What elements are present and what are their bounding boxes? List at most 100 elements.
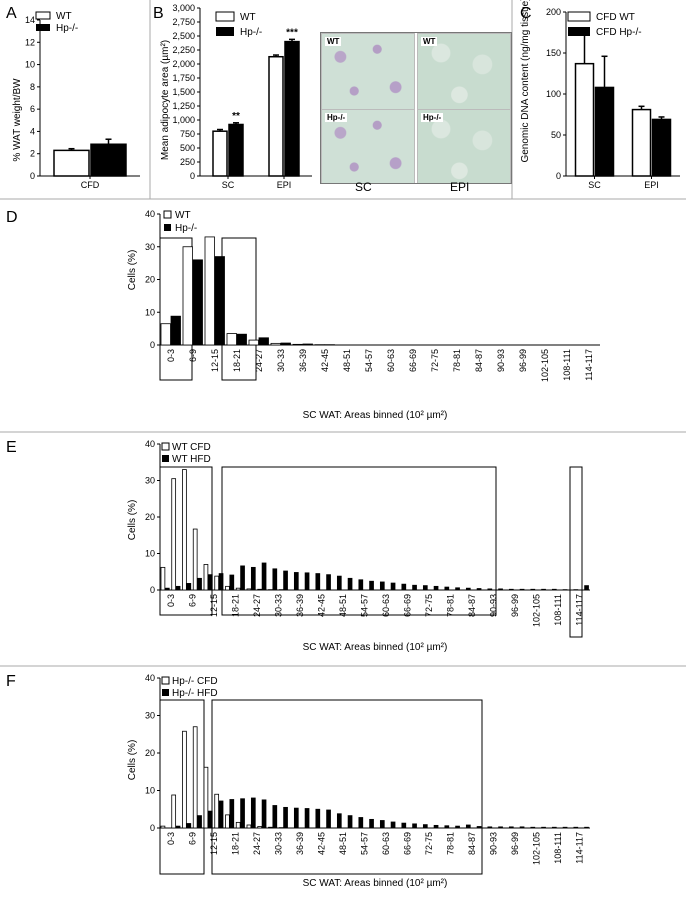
panel-d-xlabel: SC WAT: Areas binned (10² µm²) — [303, 410, 448, 421]
x-tick-label: 0-3 — [166, 349, 176, 362]
significance-marker: *** — [286, 27, 298, 38]
bar — [336, 813, 342, 829]
bar — [498, 826, 503, 829]
bar — [175, 825, 181, 829]
bar — [246, 824, 252, 829]
legend-swatch-hp — [164, 224, 171, 231]
bar — [326, 809, 331, 829]
x-tick-label: 42-45 — [320, 349, 330, 372]
bar — [236, 333, 247, 346]
bar — [651, 118, 672, 177]
y-tick-label: 40 — [145, 673, 155, 683]
y-tick-label: 3,000 — [172, 3, 195, 13]
x-tick-label: 0-3 — [166, 594, 176, 607]
bar — [412, 584, 417, 591]
bar — [508, 826, 514, 829]
bar — [574, 62, 595, 177]
x-tick-label: 72-75 — [424, 832, 434, 855]
legend-label-wt-hfd: WT HFD — [172, 454, 211, 465]
y-tick-label: 8 — [30, 82, 35, 92]
y-tick-label: 10 — [145, 307, 155, 317]
bar — [229, 799, 235, 829]
y-tick-label: 2,500 — [172, 31, 195, 41]
panel-e-xlabel: SC WAT: Areas binned (10² µm²) — [303, 642, 448, 653]
bar — [358, 817, 364, 829]
bar — [401, 822, 407, 829]
legend-swatch-wt-hfd — [162, 455, 169, 462]
x-tick-label: 60-63 — [386, 349, 396, 372]
panel-e-letter: E — [6, 439, 17, 456]
bar — [444, 586, 450, 591]
x-tick-label: 78-81 — [445, 594, 455, 617]
y-tick-label: 12 — [25, 37, 35, 47]
bar — [192, 259, 203, 346]
bar — [207, 810, 213, 829]
bar — [248, 339, 259, 346]
bar — [551, 588, 557, 591]
bar — [293, 572, 299, 591]
legend-label-wt: WT — [175, 210, 191, 221]
bar — [465, 587, 471, 591]
bar — [214, 575, 220, 591]
bar — [226, 333, 237, 346]
legend-swatch-cfd-wt — [567, 11, 591, 22]
x-tick-label: 18-21 — [230, 832, 240, 855]
x-tick-label: 84-87 — [467, 594, 477, 617]
legend-label-hp: Hp-/- — [240, 27, 262, 38]
y-tick-label: 6 — [30, 104, 35, 114]
bar — [541, 826, 546, 829]
x-tick-label: 6-9 — [187, 832, 197, 845]
x-tick-label: 60-63 — [381, 594, 391, 617]
bar — [498, 588, 503, 591]
y-tick-label: 750 — [180, 129, 195, 139]
bar — [272, 805, 278, 829]
x-tick-label: 36-39 — [298, 349, 308, 372]
x-tick-label: 6-9 — [187, 594, 197, 607]
x-tick-label: 24-27 — [252, 594, 262, 617]
bar — [444, 825, 450, 829]
legend-label-hp: Hp-/- — [56, 23, 78, 34]
bar — [455, 825, 460, 829]
micrograph-sc-wt: WT — [321, 33, 415, 111]
bar — [401, 583, 407, 591]
x-tick-label: 114-117 — [584, 349, 594, 381]
y-tick-label: 2,250 — [172, 45, 195, 55]
y-tick-label: 40 — [145, 209, 155, 219]
bar — [315, 808, 321, 829]
micrograph-sc-hp: Hp-/- — [321, 109, 415, 183]
x-tick-label: 12-15 — [210, 349, 220, 372]
x-tick-label: 66-69 — [402, 594, 412, 617]
highlight-box — [211, 699, 483, 875]
bar — [192, 726, 198, 829]
x-tick-label: 78-81 — [445, 832, 455, 855]
y-tick-label: 2,000 — [172, 59, 195, 69]
x-tick-label: SC — [222, 180, 235, 190]
bar — [390, 582, 396, 591]
bar — [228, 123, 244, 177]
y-tick-label: 20 — [145, 748, 155, 758]
bar — [90, 143, 127, 177]
x-tick-label: 114-117 — [574, 832, 584, 864]
micrograph-tag: WT — [325, 37, 342, 46]
legend-label-cfd-wt: CFD WT — [596, 12, 635, 23]
x-tick-label: 66-69 — [402, 832, 412, 855]
x-tick-label: 84-87 — [474, 349, 484, 372]
x-tick-label: CFD — [81, 180, 100, 190]
y-tick-label: 10 — [145, 786, 155, 796]
y-tick-label: 40 — [145, 439, 155, 449]
x-tick-label: 108-111 — [553, 832, 563, 864]
bar — [358, 579, 364, 591]
x-tick-label: 12-15 — [209, 832, 219, 855]
legend-swatch-hp-cfd — [161, 676, 170, 685]
bar — [218, 573, 224, 591]
bar — [422, 824, 428, 829]
panel-f-xlabel: SC WAT: Areas binned (10² µm²) — [303, 878, 448, 889]
bar — [261, 799, 267, 829]
chart-layer: 02468101214CFD02505007501,0001,2501,5001… — [25, 3, 680, 865]
highlight-box — [569, 466, 583, 638]
x-tick-label: 18-21 — [232, 349, 242, 372]
legend-label-cfd-hp: CFD Hp-/- — [596, 27, 642, 38]
x-tick-label: 48-51 — [342, 349, 352, 372]
bar — [182, 469, 187, 591]
panel-e-legend: WT CFD WT HFD — [161, 442, 211, 465]
